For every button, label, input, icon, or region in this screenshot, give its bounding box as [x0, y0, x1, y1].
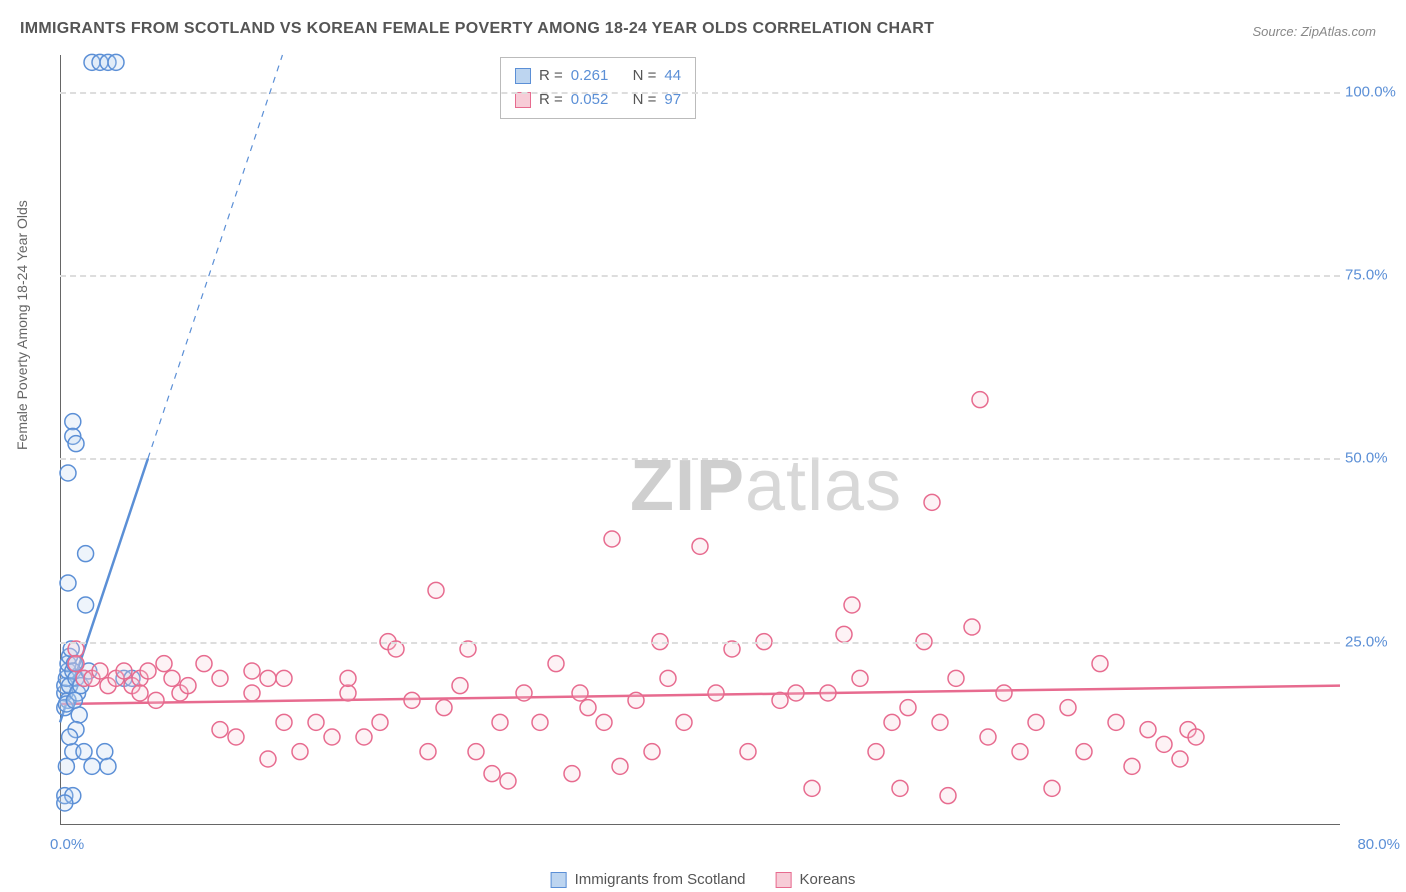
y-tick-label: 25.0%	[1345, 633, 1400, 650]
gridline	[60, 458, 1340, 460]
legend-item-scotland: Immigrants from Scotland	[551, 871, 746, 888]
swatch-koreans-icon	[515, 92, 531, 108]
y-axis-label: Female Poverty Among 18-24 Year Olds	[14, 200, 30, 450]
gridline	[60, 642, 1340, 644]
stat-value-r-scotland: 0.261	[571, 64, 609, 88]
legend-item-koreans: Koreans	[776, 871, 856, 888]
stat-label-r: R =	[539, 64, 563, 88]
x-tick-max: 80.0%	[1357, 836, 1400, 853]
legend-bottom: Immigrants from Scotland Koreans	[551, 871, 856, 888]
stats-row-scotland: R = 0.261 N = 44	[515, 64, 681, 88]
stat-value-n-scotland: 44	[664, 64, 681, 88]
chart-plot-area: ZIPatlas R = 0.261 N = 44 R = 0.052 N = …	[60, 55, 1340, 825]
gridline	[60, 275, 1340, 277]
y-tick-label: 100.0%	[1345, 83, 1400, 100]
x-tick-min: 0.0%	[50, 836, 84, 853]
legend-label-scotland: Immigrants from Scotland	[575, 871, 746, 888]
y-tick-label: 50.0%	[1345, 450, 1400, 467]
chart-title: IMMIGRANTS FROM SCOTLAND VS KOREAN FEMAL…	[20, 20, 934, 38]
gridline	[60, 92, 1340, 94]
swatch-koreans-icon	[776, 872, 792, 888]
legend-label-koreans: Koreans	[800, 871, 856, 888]
swatch-scotland-icon	[515, 68, 531, 84]
correlation-stats-box: R = 0.261 N = 44 R = 0.052 N = 97	[500, 57, 696, 119]
source-attribution: Source: ZipAtlas.com	[1252, 24, 1376, 39]
swatch-scotland-icon	[551, 872, 567, 888]
stat-label-n: N =	[633, 64, 657, 88]
scatter-plot-svg	[60, 55, 1340, 825]
y-tick-label: 75.0%	[1345, 267, 1400, 284]
